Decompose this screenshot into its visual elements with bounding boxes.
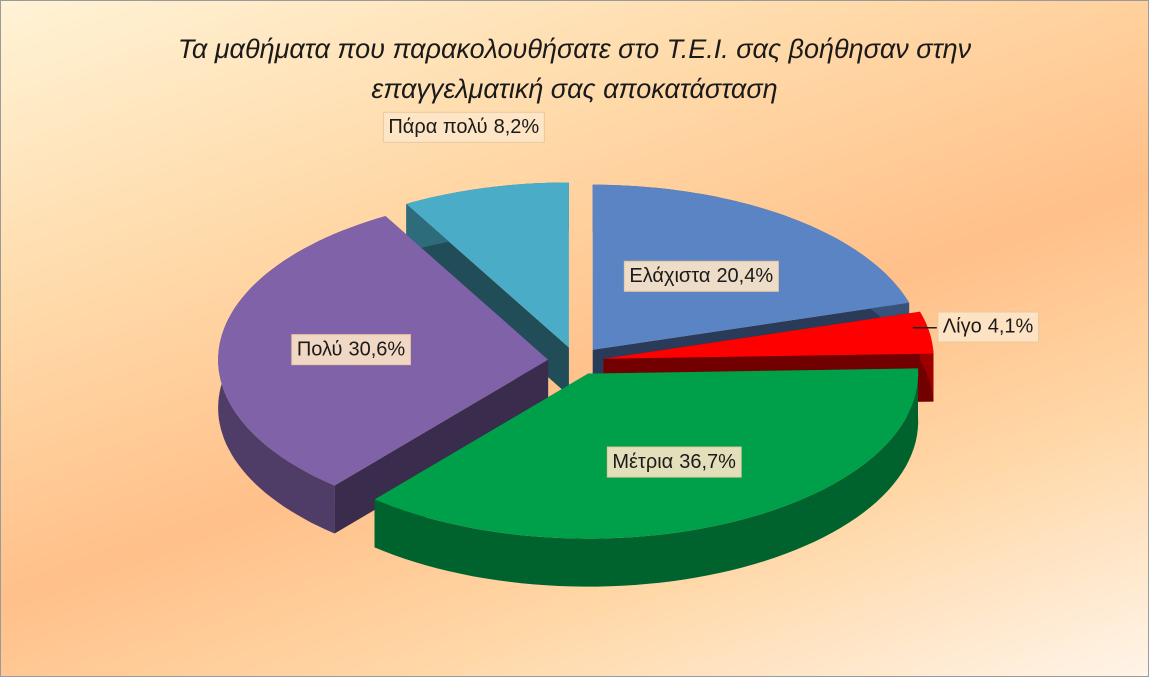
label-value: 4,1%	[988, 316, 1034, 338]
label-text: Πάρα πολύ 8,2%	[388, 116, 539, 138]
data-label: Λίγο 4,1%	[937, 311, 1040, 343]
slice-side	[334, 359, 549, 534]
label-value: 8,2%	[494, 116, 540, 138]
label-bg	[623, 260, 779, 292]
label-value: 30,6%	[348, 339, 405, 361]
label-category: Μέτρια	[612, 451, 673, 473]
label-text: Πολύ 30,6%	[297, 339, 406, 361]
label-text: Ελάχιστα 20,4%	[629, 265, 773, 287]
label-value: 36,7%	[679, 451, 736, 473]
label-value: 20,4%	[716, 265, 773, 287]
label-bg	[291, 334, 411, 366]
slice-top	[406, 182, 569, 348]
label-category: Πάρα πολύ	[388, 116, 487, 138]
label-category: Λίγο	[943, 316, 982, 338]
label-category: Πολύ	[297, 339, 343, 361]
label-bg	[606, 446, 742, 478]
label-category: Ελάχιστα	[629, 265, 710, 287]
data-label: Πάρα πολύ 8,2%	[382, 111, 545, 143]
data-label: Μέτρια 36,7%	[606, 446, 742, 478]
data-label: Πολύ 30,6%	[291, 334, 411, 366]
chart-title: Τα μαθήματα που παρακολουθήσατε στο Τ.Ε.…	[177, 34, 972, 104]
label-text: Μέτρια 36,7%	[612, 451, 736, 473]
label-bg	[937, 311, 1040, 343]
slice-top	[603, 311, 934, 359]
slice-wall	[374, 368, 919, 587]
label-bg	[382, 111, 545, 143]
label-text: Λίγο 4,1%	[943, 316, 1034, 338]
data-label: Ελάχιστα 20,4%	[623, 260, 779, 292]
